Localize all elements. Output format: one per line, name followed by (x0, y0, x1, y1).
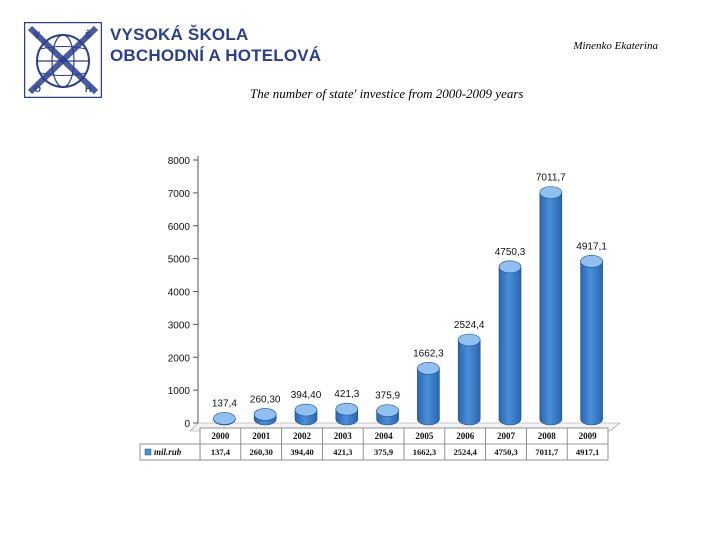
x-tick-label: 2002 (293, 431, 312, 441)
y-tick-label: 5000 (168, 255, 191, 266)
x-tick-label: 2000 (211, 431, 230, 441)
x-tick-label: 2005 (415, 431, 434, 441)
svg-text:Š: Š (85, 29, 91, 40)
bar-2009 (580, 255, 603, 426)
chart-title: The number of state' investice from 2000… (250, 86, 524, 101)
school-name-line2: OBCHODNÍ A HOTELOVÁ (110, 46, 322, 65)
data-table-value: 2524,4 (454, 447, 478, 457)
svg-text:H: H (85, 84, 92, 94)
x-tick-label: 2008 (538, 431, 557, 441)
y-tick-label: 7000 (168, 189, 191, 200)
y-tick-label: 4000 (168, 288, 191, 299)
school-name-line1: VYSOKÁ ŠKOLA (110, 25, 249, 44)
data-table-value: 7011,7 (535, 447, 559, 457)
y-tick-label: 2000 (168, 353, 191, 364)
bar-2008 (539, 186, 563, 426)
x-tick-label: 2006 (456, 431, 475, 441)
bar-2003 (335, 402, 359, 426)
bar-2005 (417, 362, 440, 426)
data-label-2004: 375,9 (375, 391, 400, 402)
data-label-2002: 394,40 (291, 390, 322, 401)
y-tick-label: 0 (184, 419, 190, 430)
data-table-value: 4917,1 (576, 447, 599, 457)
bar-2007 (498, 260, 522, 426)
bar-2000 (213, 412, 236, 426)
data-label-2001: 260,30 (250, 394, 281, 405)
svg-text:V: V (34, 30, 40, 40)
x-tick-label: 2001 (252, 431, 271, 441)
school-name: VYSOKÁ ŠKOLA OBCHODNÍ A HOTELOVÁ (110, 24, 321, 66)
data-label-2008: 7011,7 (536, 172, 566, 183)
data-table-value: 375,9 (374, 447, 393, 457)
bar-2004 (376, 404, 399, 426)
data-label-2000: 137,4 (212, 398, 237, 409)
data-table-value: 4750,3 (494, 447, 517, 457)
y-tick-label: 3000 (168, 320, 191, 331)
x-tick-label: 2007 (497, 431, 516, 441)
svg-text:O: O (34, 84, 41, 94)
school-logo: V Š O H (23, 21, 103, 99)
data-table-value: 260,30 (250, 447, 273, 457)
author-name: Minenko Ekaterina (573, 40, 658, 52)
data-label-2006: 2524,4 (454, 320, 485, 331)
data-table-value: 137,4 (211, 447, 231, 457)
x-tick-label: 2003 (334, 431, 353, 441)
y-tick-label: 8000 (168, 156, 191, 167)
legend-cell (139, 443, 201, 461)
bar-2006 (457, 333, 481, 426)
x-tick-label: 2009 (579, 431, 598, 441)
data-label-2003: 421,3 (334, 389, 359, 400)
data-label-2005: 1662,3 (413, 348, 444, 359)
y-tick-label: 6000 (168, 222, 191, 233)
data-label-2007: 4750,3 (495, 247, 526, 258)
bar-2002 (294, 403, 318, 426)
data-table-value: 1662,3 (413, 447, 436, 457)
data-table-value: 394,40 (290, 447, 313, 457)
x-tick-label: 2004 (375, 431, 394, 441)
data-table-value: 421,3 (333, 447, 352, 457)
legend-label: mil.rub (154, 447, 182, 457)
bar-2001 (253, 408, 277, 426)
y-tick-label: 1000 (168, 386, 191, 397)
data-label-2009: 4917,1 (576, 241, 607, 252)
legend-swatch (144, 448, 152, 456)
